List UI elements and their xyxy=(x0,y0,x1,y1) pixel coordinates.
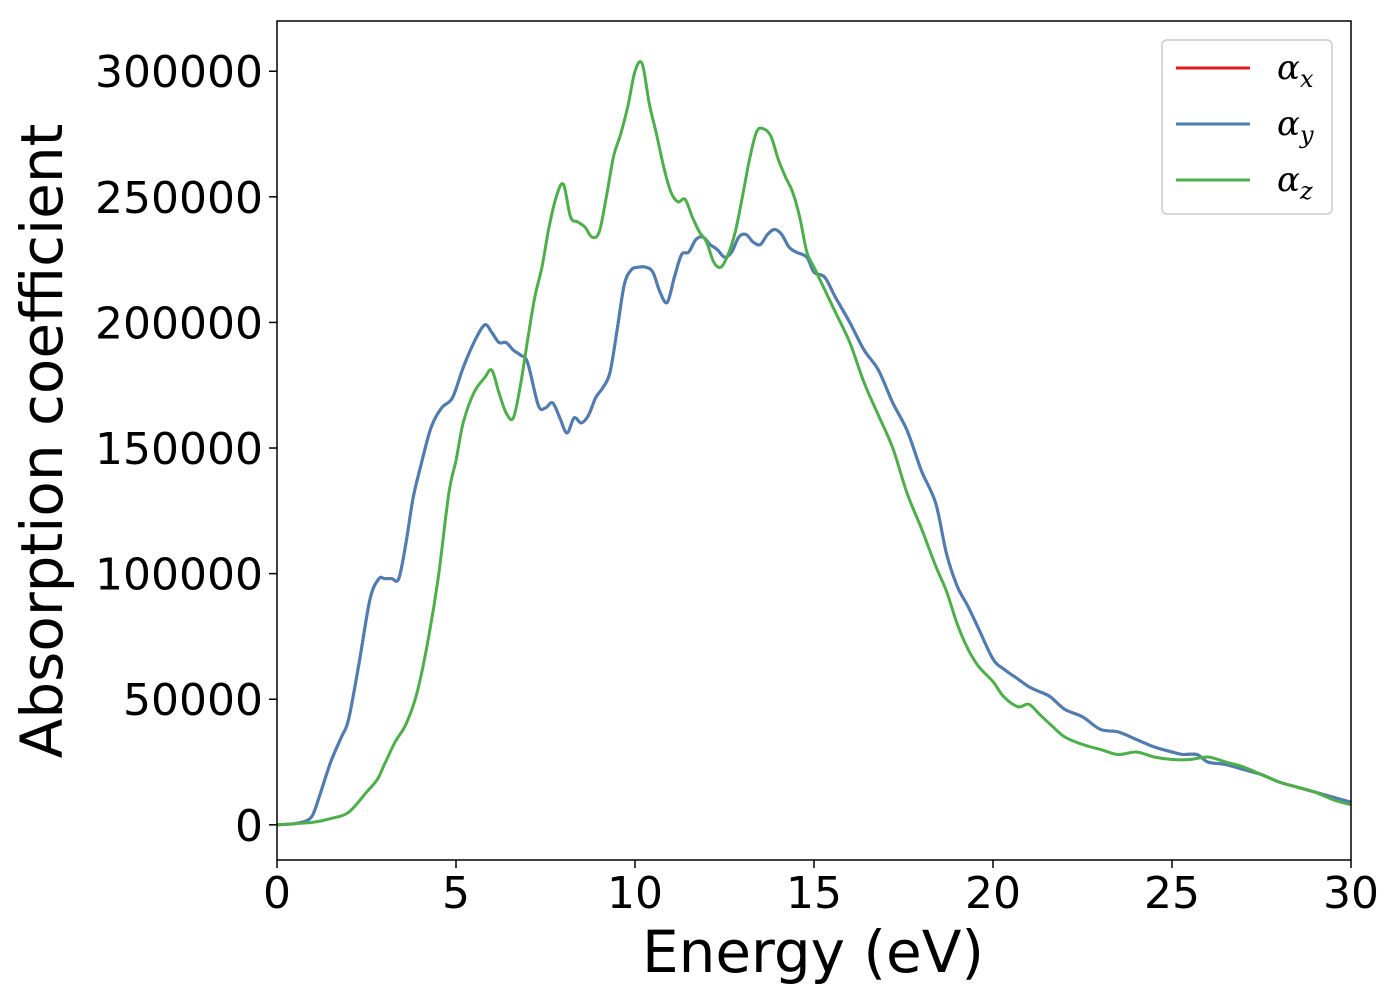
x-tick-label: 30 xyxy=(1323,868,1379,919)
y-tick-label: 250000 xyxy=(95,173,263,224)
y-tick-label: 100000 xyxy=(95,550,263,601)
x-tick-label: 15 xyxy=(786,868,842,919)
y-tick-label: 300000 xyxy=(95,47,263,98)
legend: αx αy αz xyxy=(1161,39,1333,215)
series-line-alpha-x xyxy=(277,227,1351,827)
y-axis-label: Absorption coefficient xyxy=(8,124,76,759)
y-tick-label: 0 xyxy=(235,801,263,852)
x-tick-label: 25 xyxy=(1144,868,1200,919)
x-axis-label: Energy (eV) xyxy=(642,918,984,986)
x-axis-ticks: 0 5 10 15 20 25 30 xyxy=(263,860,1379,919)
series-line-alpha-y xyxy=(277,227,1351,827)
legend-label-alpha-z: αz xyxy=(1277,160,1313,205)
x-tick-label: 10 xyxy=(607,868,663,919)
x-tick-label: 5 xyxy=(442,868,470,919)
x-tick-label: 0 xyxy=(263,868,291,919)
y-axis-ticks: 0 50000 100000 150000 200000 250000 300000 xyxy=(95,47,277,852)
legend-box xyxy=(1161,39,1333,215)
series-line-alpha-z xyxy=(277,60,1351,827)
y-tick-label: 200000 xyxy=(95,298,263,349)
y-tick-label: 50000 xyxy=(123,675,263,726)
y-tick-label: 150000 xyxy=(95,424,263,475)
legend-label-alpha-y: αy xyxy=(1277,104,1314,149)
legend-label-alpha-x: αx xyxy=(1277,48,1314,93)
x-tick-label: 20 xyxy=(965,868,1021,919)
